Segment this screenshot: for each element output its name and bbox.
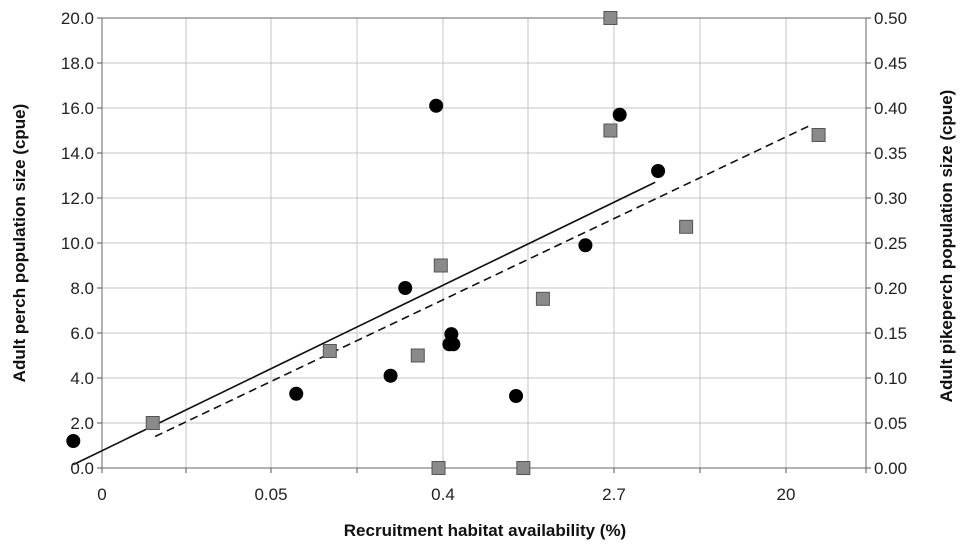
y-right-tick-label: 0.10: [874, 369, 907, 388]
perch-point: [398, 281, 413, 295]
y-left-tick-label: 0.0: [70, 459, 94, 478]
pikeperch-point: [516, 461, 531, 475]
fit-line-dashed: [154, 125, 810, 438]
x-tick-label: 0: [97, 485, 106, 504]
y-left-tick-label: 16.0: [61, 99, 94, 118]
y-right-tick-label: 0.00: [874, 459, 907, 478]
y-left-tick-label: 4.0: [70, 369, 94, 388]
pikeperch-point: [811, 128, 826, 142]
x-tick-label: 2.7: [602, 485, 626, 504]
y-right-tick-label: 0.20: [874, 279, 907, 298]
y-right-tick-label: 0.30: [874, 189, 907, 208]
pikeperch-point: [410, 348, 425, 363]
y-right-tick-label: 0.35: [874, 144, 907, 163]
pikeperch-point: [433, 258, 448, 273]
perch-point: [444, 327, 459, 342]
pikeperch-point: [431, 461, 446, 475]
data-points: [66, 11, 826, 475]
x-tick-label: 0.05: [254, 485, 287, 504]
perch-point: [289, 386, 304, 401]
y-left-tick-label: 20.0: [61, 9, 94, 28]
y-right-tick-label: 0.15: [874, 324, 907, 343]
pikeperch-point: [322, 344, 337, 358]
x-axis-title: Recruitment habitat availability (%): [344, 521, 626, 540]
y-left-tick-label: 10.0: [61, 234, 94, 253]
perch-point: [383, 368, 398, 383]
x-tick-label: 20: [777, 485, 796, 504]
y-axis-right-title: Adult pikeperch population size (cpue): [937, 90, 956, 403]
pikeperch-point: [679, 219, 694, 234]
pikeperch-point: [535, 291, 550, 306]
y-axis-left-title: Adult perch population size (cpue): [10, 104, 29, 383]
perch-point: [578, 238, 593, 253]
fit-line-solid: [72, 181, 656, 466]
y-right-tick-label: 0.05: [874, 414, 907, 433]
y-right-tick-label: 0.40: [874, 99, 907, 118]
y-right-tick-label: 0.50: [874, 9, 907, 28]
plot-border: [101, 17, 867, 469]
grid: [102, 17, 866, 469]
y-right-tick-label: 0.45: [874, 54, 907, 73]
plot-frame: [97, 17, 871, 473]
perch-point: [612, 107, 627, 122]
tick-labels: 0.0 2.0 4.0 6.0 8.0 10.0 12.0 14.0 16.0 18.0 20.0 0…: [61, 9, 907, 504]
y-left-tick-label: 6.0: [70, 324, 94, 343]
y-left-tick-label: 14.0: [61, 144, 94, 163]
fit-lines: [72, 125, 810, 466]
y-right-tick-label: 0.25: [874, 234, 907, 253]
y-left-tick-label: 12.0: [61, 189, 94, 208]
pikeperch-point: [603, 123, 618, 138]
pikeperch-point: [603, 11, 618, 25]
perch-point: [509, 389, 524, 403]
pikeperch-point: [145, 416, 160, 430]
y-left-tick-label: 18.0: [61, 54, 94, 73]
y-left-tick-label: 8.0: [70, 279, 94, 298]
x-tick-label: 0.4: [431, 485, 455, 504]
y-left-tick-label: 2.0: [70, 414, 94, 433]
perch-point: [429, 98, 444, 113]
perch-point: [651, 164, 666, 178]
perch-point: [66, 434, 81, 448]
